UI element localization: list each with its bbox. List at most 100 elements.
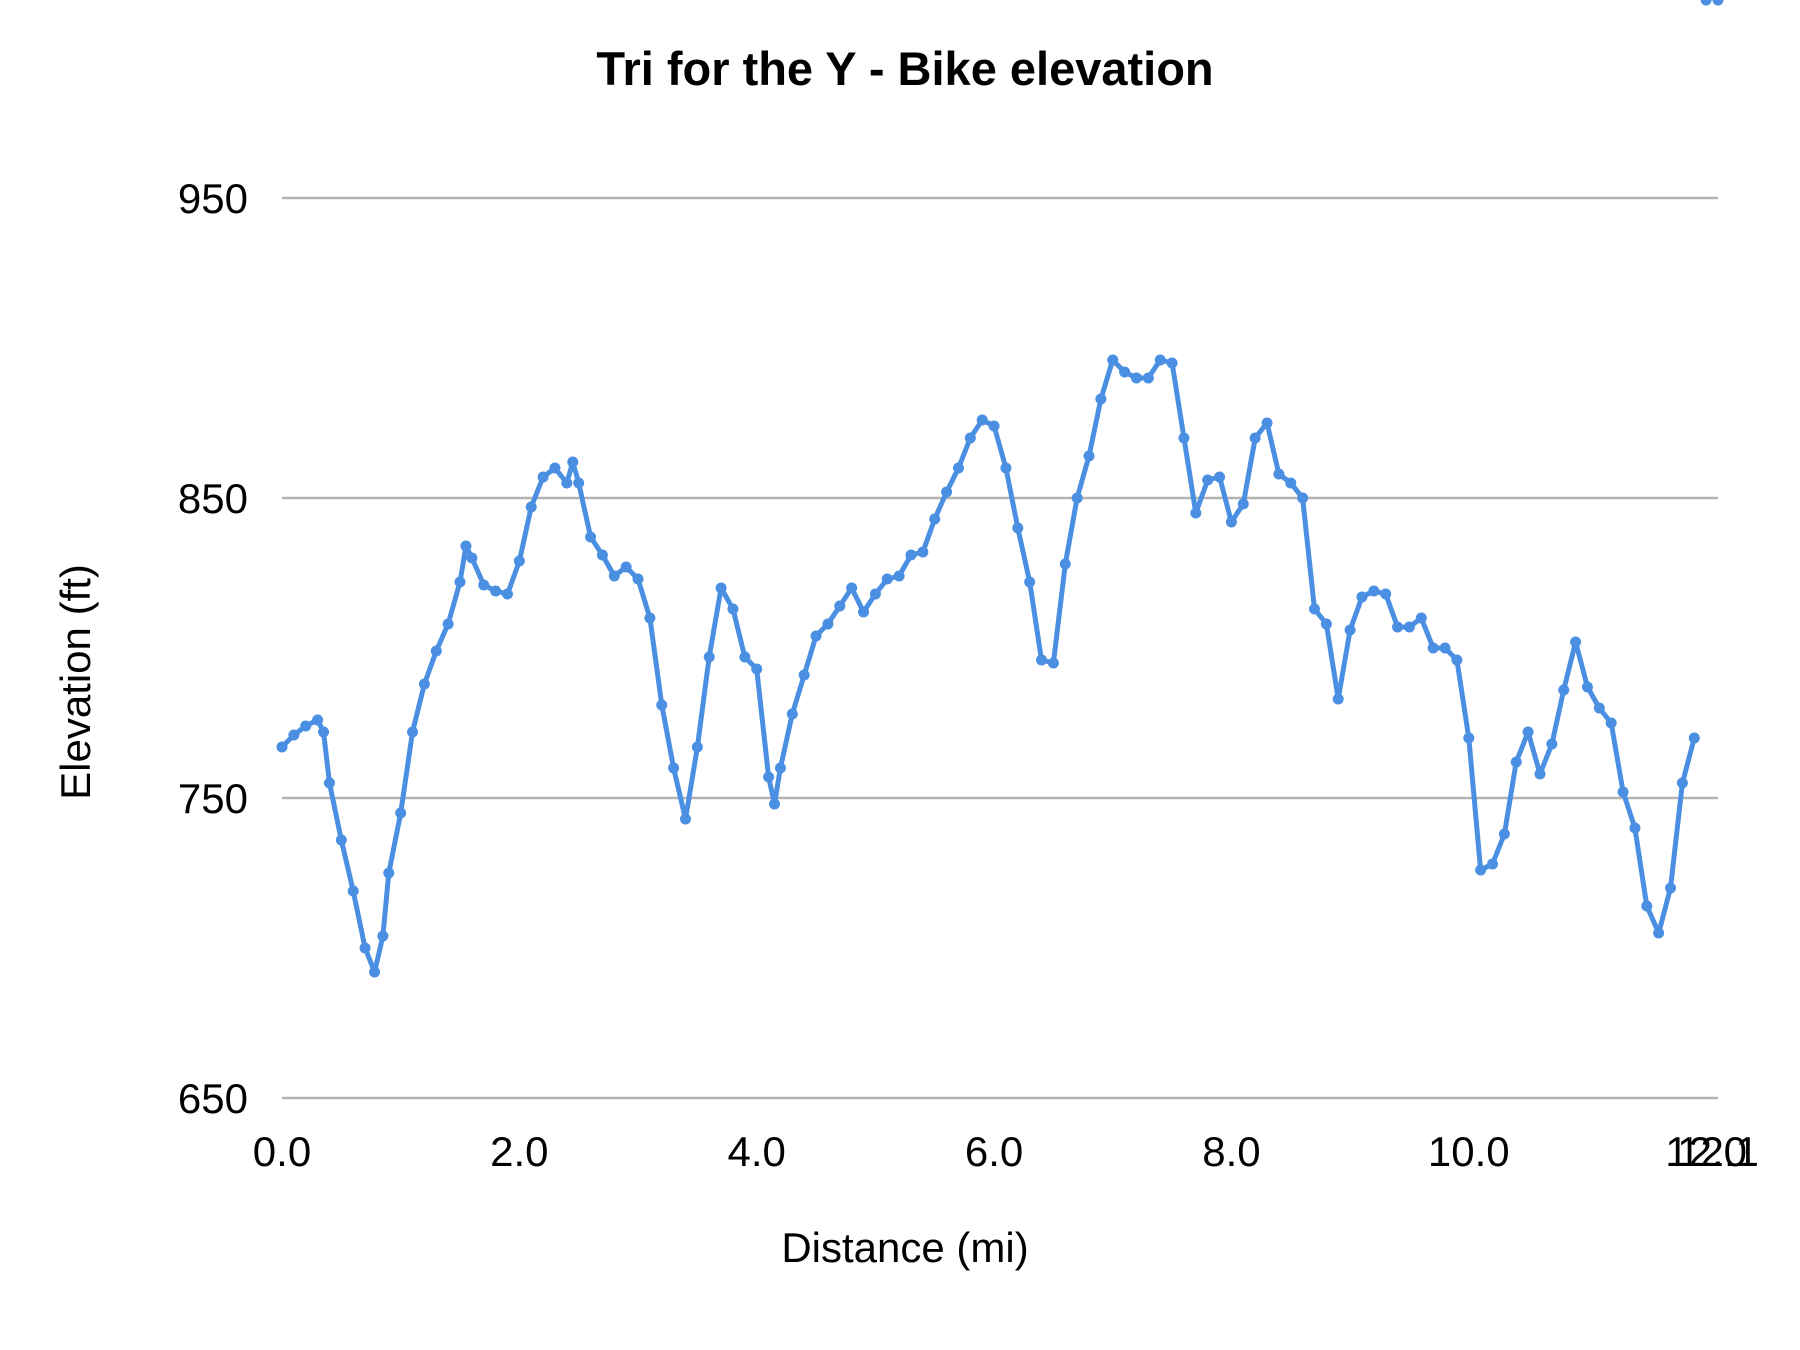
y-tick-650: 650 bbox=[178, 1075, 248, 1122]
data-point bbox=[466, 552, 478, 564]
data-point bbox=[739, 651, 751, 663]
y-tick-750: 750 bbox=[178, 775, 248, 822]
data-point bbox=[369, 966, 381, 978]
data-point bbox=[881, 573, 893, 585]
data-point bbox=[763, 771, 775, 783]
data-point bbox=[1641, 900, 1653, 912]
y-tick-950: 950 bbox=[178, 175, 248, 222]
data-point bbox=[1119, 366, 1131, 378]
data-point bbox=[976, 414, 988, 426]
data-point bbox=[1629, 822, 1641, 834]
data-point bbox=[567, 456, 579, 468]
data-point bbox=[1036, 654, 1048, 666]
data-point bbox=[1368, 585, 1380, 597]
data-point bbox=[1570, 636, 1582, 648]
x-tick-4.0: 4.0 bbox=[728, 1128, 786, 1175]
data-point bbox=[1688, 732, 1700, 744]
data-point bbox=[691, 741, 703, 753]
data-point bbox=[347, 885, 359, 897]
data-point bbox=[1439, 642, 1451, 654]
data-point bbox=[1427, 642, 1439, 654]
data-point bbox=[798, 669, 810, 681]
data-point bbox=[513, 555, 525, 567]
data-point bbox=[869, 588, 881, 600]
data-point bbox=[1095, 393, 1107, 405]
data-point bbox=[834, 600, 846, 612]
data-point bbox=[1558, 684, 1570, 696]
x-tick-10.0: 10.0 bbox=[1428, 1128, 1510, 1175]
data-point bbox=[1546, 738, 1558, 750]
data-point bbox=[442, 618, 454, 630]
data-point bbox=[1130, 372, 1142, 384]
data-point bbox=[893, 570, 905, 582]
data-point bbox=[1510, 756, 1522, 768]
data-point bbox=[858, 606, 870, 618]
data-point bbox=[1000, 462, 1012, 474]
data-point bbox=[1676, 777, 1688, 789]
data-point bbox=[751, 663, 763, 675]
data-point bbox=[312, 714, 324, 726]
y-tick-850: 850 bbox=[178, 475, 248, 522]
data-point bbox=[774, 762, 786, 774]
data-point bbox=[1653, 927, 1665, 939]
data-point bbox=[1392, 621, 1404, 633]
data-point bbox=[359, 942, 371, 954]
data-point bbox=[964, 432, 976, 444]
data-point bbox=[917, 546, 929, 558]
data-point bbox=[383, 867, 395, 879]
data-point bbox=[810, 630, 822, 642]
gridlines bbox=[282, 196, 1718, 1100]
data-point bbox=[501, 588, 513, 600]
data-point bbox=[952, 462, 964, 474]
data-point bbox=[335, 834, 347, 846]
chart-title: Tri for the Y - Bike elevation bbox=[596, 42, 1213, 95]
data-point bbox=[1487, 858, 1499, 870]
data-point bbox=[596, 549, 608, 561]
data-point bbox=[490, 585, 502, 597]
data-point bbox=[1356, 591, 1368, 603]
y-axis-label: Elevation (ft) bbox=[52, 564, 99, 800]
data-point bbox=[1059, 558, 1071, 570]
data-point bbox=[1712, 0, 1724, 6]
x-tick-2.0: 2.0 bbox=[490, 1128, 548, 1175]
data-point bbox=[1047, 657, 1059, 669]
data-point bbox=[769, 798, 781, 810]
data-point bbox=[300, 720, 312, 732]
data-point bbox=[620, 561, 632, 573]
data-point bbox=[644, 612, 656, 624]
data-point bbox=[1332, 693, 1344, 705]
elevation-data-points bbox=[276, 0, 1724, 978]
data-point bbox=[1475, 864, 1487, 876]
data-point bbox=[1380, 588, 1392, 600]
data-point bbox=[1403, 621, 1415, 633]
data-point bbox=[1700, 0, 1712, 6]
data-point bbox=[549, 462, 561, 474]
data-point bbox=[1237, 498, 1249, 510]
data-point bbox=[1522, 726, 1534, 738]
data-point bbox=[668, 762, 680, 774]
data-point bbox=[1261, 417, 1273, 429]
data-point bbox=[608, 570, 620, 582]
data-point bbox=[941, 486, 953, 498]
data-point bbox=[1154, 354, 1166, 366]
data-point bbox=[1498, 828, 1510, 840]
data-point bbox=[715, 582, 727, 594]
data-point bbox=[1225, 516, 1237, 528]
data-point bbox=[656, 699, 668, 711]
data-point bbox=[1534, 768, 1546, 780]
data-point bbox=[537, 471, 549, 483]
data-point bbox=[988, 420, 1000, 432]
data-point bbox=[1665, 882, 1677, 894]
data-point bbox=[632, 573, 644, 585]
data-point bbox=[1320, 618, 1332, 630]
data-point bbox=[573, 477, 585, 489]
data-point bbox=[323, 777, 335, 789]
data-point bbox=[1285, 477, 1297, 489]
data-point bbox=[1190, 507, 1202, 519]
data-point bbox=[525, 501, 537, 513]
data-point bbox=[727, 603, 739, 615]
elevation-series-line bbox=[279, 357, 1697, 975]
data-point bbox=[478, 579, 490, 591]
data-point bbox=[1202, 474, 1214, 486]
x-tick-labels: 0.0 2.0 4.0 6.0 8.0 10.0 12.012.1 bbox=[253, 1128, 1759, 1175]
